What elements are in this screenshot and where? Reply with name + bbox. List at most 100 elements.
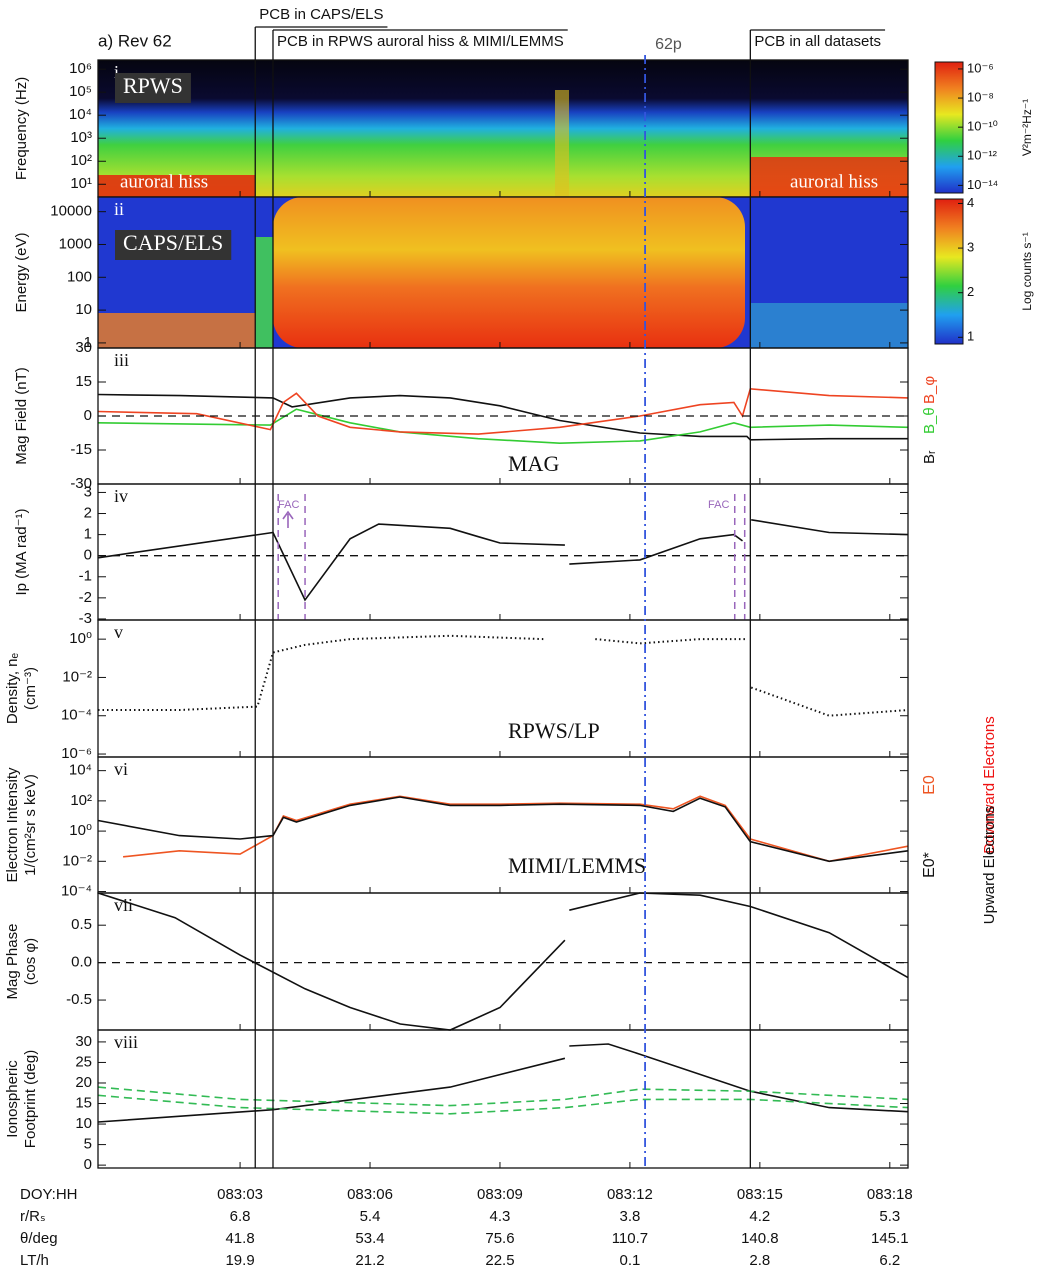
ephemeris-value: 4.2	[749, 1208, 770, 1225]
y-axis-label: (cos φ)	[22, 938, 39, 985]
y-tick-label: 10⁻²	[62, 852, 92, 869]
label-box	[115, 73, 191, 103]
x-tick-label: 083:18	[867, 1186, 913, 1203]
instrument-label: RPWS	[123, 73, 183, 98]
y-tick-label: 0.0	[71, 954, 92, 971]
y-axis-label: Electron Intensity	[4, 767, 21, 883]
y-tick-label: 0	[84, 1156, 92, 1173]
ephemeris-label: θ/deg	[20, 1230, 58, 1247]
legend-description: Upward Electrons	[981, 806, 998, 924]
spectrogram	[98, 175, 255, 197]
orbit-marker-label: 62p	[655, 36, 682, 53]
instrument-label: CAPS/ELS	[123, 230, 223, 255]
panel-label: vii	[114, 895, 133, 915]
y-tick-label: 25	[75, 1053, 92, 1070]
colorbar-tick-label: 10⁻¹⁰	[967, 119, 998, 134]
y-axis-label: Density, nₑ	[4, 652, 21, 724]
panel-frame	[97, 619, 909, 758]
y-tick-label: 10⁻²	[62, 668, 92, 685]
y-tick-label: 10⁵	[69, 83, 92, 100]
y-axis-label: 1/(cm²sr s keV)	[22, 774, 39, 876]
panel-label: viii	[114, 1032, 138, 1052]
y-tick-label: -0.5	[66, 991, 92, 1008]
colorbar-tick-label: 10⁻¹⁴	[967, 177, 998, 192]
y-axis-label: Frequency (Hz)	[13, 77, 30, 180]
colorbar-tick-label: 10⁻⁶	[967, 60, 994, 75]
ephemeris-value: 110.7	[612, 1230, 648, 1247]
annotation: FAC	[708, 499, 729, 511]
panel-label: i	[114, 62, 119, 82]
colorbar-label: Log counts s⁻¹	[1020, 232, 1034, 310]
ephemeris-label: r/Rₛ	[20, 1208, 46, 1225]
x-tick-label: 083:09	[477, 1186, 523, 1203]
annotation: auroral hiss	[790, 171, 878, 192]
boundary-label: PCB in RPWS auroral hiss & MIMI/LEMMS	[277, 33, 564, 50]
y-tick-label: 15	[75, 1094, 92, 1111]
panel-frame	[97, 756, 909, 894]
y-tick-label: 10⁻⁶	[61, 745, 92, 762]
x-tick-label: 083:06	[347, 1186, 393, 1203]
spectrogram	[255, 237, 273, 348]
spectrogram	[555, 90, 569, 197]
y-tick-label: 10³	[70, 129, 92, 146]
spectrogram	[98, 313, 255, 348]
ephemeris-label: LT/h	[20, 1252, 49, 1269]
ephemeris-value: 41.8	[225, 1230, 254, 1247]
y-tick-label: 10	[75, 301, 92, 318]
colorbar-label: V²m⁻²Hz⁻¹	[1020, 99, 1034, 156]
spectrogram	[273, 197, 745, 348]
y-tick-label: 30	[75, 339, 92, 356]
y-tick-label: 0	[84, 547, 92, 564]
y-tick-label: -2	[79, 589, 92, 606]
ephemeris-value: 140.8	[741, 1230, 779, 1247]
y-tick-label: -30	[70, 475, 92, 492]
panel-label: vi	[114, 759, 128, 779]
y-tick-label: 3	[84, 483, 92, 500]
y-axis-label: Mag Field (nT)	[13, 367, 30, 465]
legend-description: Downward Electrons	[981, 716, 998, 854]
y-tick-label: 1	[84, 334, 92, 351]
y-tick-label: 10⁻⁴	[61, 707, 92, 724]
ephemeris-value: 21.2	[355, 1252, 384, 1269]
ephemeris-value: 53.4	[355, 1230, 384, 1247]
x-axis-label: DOY:HH	[20, 1186, 78, 1203]
y-tick-label: 10⁴	[69, 106, 92, 123]
instrument-label: RPWS/LP	[508, 718, 600, 743]
y-tick-label: 10	[75, 1115, 92, 1132]
y-axis-label: Ionospheric	[4, 1060, 21, 1138]
data-line	[97, 408, 909, 445]
ephemeris-value: 75.6	[485, 1230, 514, 1247]
annotation: auroral hiss	[120, 171, 208, 192]
legend-name: B_φ	[921, 376, 938, 404]
y-tick-label: 10²	[70, 792, 92, 809]
ephemeris-value: 5.4	[360, 1208, 381, 1225]
ephemeris-value: 5.3	[879, 1208, 900, 1225]
y-tick-label: 2	[84, 504, 92, 521]
x-tick-label: 083:12	[607, 1186, 653, 1203]
colorbar-tick-label: 1	[967, 329, 974, 344]
colorbar-tick-label: 3	[967, 240, 974, 255]
ephemeris-value: 19.9	[225, 1252, 254, 1269]
spectrogram	[750, 157, 908, 197]
ephemeris-value: 145.1	[871, 1230, 909, 1247]
ephemeris-value: 4.3	[490, 1208, 511, 1225]
y-tick-label: 10⁴	[69, 762, 92, 779]
y-tick-label: 20	[75, 1074, 92, 1091]
instrument-label: MAG	[508, 451, 559, 476]
data-line	[123, 795, 909, 863]
label-box	[115, 230, 232, 260]
instrument-label: MIMI/LEMMS	[508, 853, 646, 878]
y-axis-label: Footprint (deg)	[22, 1050, 39, 1148]
y-tick-label: -3	[79, 610, 92, 627]
y-tick-label: 10²	[70, 152, 92, 169]
y-axis-label: Energy (eV)	[13, 232, 30, 312]
y-axis-label: (cm⁻³)	[22, 667, 39, 710]
y-tick-label: 0.5	[71, 916, 92, 933]
ephemeris-value: 6.2	[879, 1252, 900, 1269]
data-line	[97, 393, 908, 441]
y-tick-label: -1	[79, 568, 92, 585]
ephemeris-value: 6.8	[230, 1208, 251, 1225]
legend-name: E0*	[921, 852, 938, 878]
x-tick-label: 083:15	[737, 1186, 783, 1203]
